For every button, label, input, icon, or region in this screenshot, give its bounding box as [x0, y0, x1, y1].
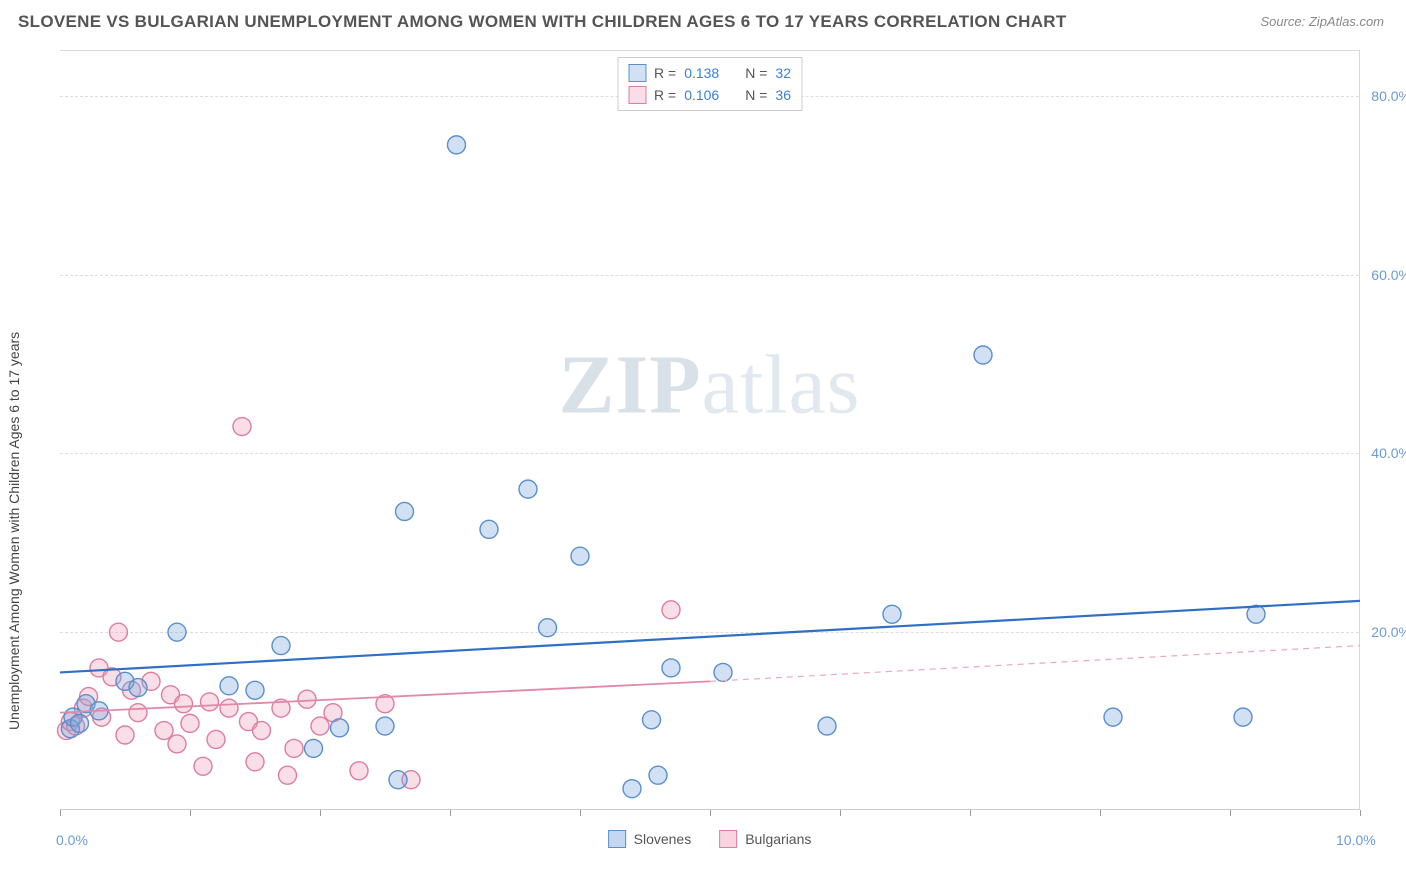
data-point: [279, 766, 297, 784]
data-point: [129, 679, 147, 697]
legend-series: Slovenes Bulgarians: [608, 830, 812, 848]
data-point: [71, 714, 89, 732]
legend-label: Bulgarians: [745, 831, 811, 847]
data-point: [662, 659, 680, 677]
x-tick: [970, 810, 971, 816]
legend-swatch: [719, 830, 737, 848]
n-label: N =: [745, 65, 767, 81]
legend-item: Slovenes: [608, 830, 692, 848]
legend-stats-row-1: R = 0.138 N = 32: [628, 62, 791, 84]
data-point: [480, 520, 498, 538]
data-point: [662, 601, 680, 619]
data-point: [201, 693, 219, 711]
x-tick: [580, 810, 581, 816]
data-point: [376, 717, 394, 735]
x-tick: [190, 810, 191, 816]
scatter-svg: [60, 51, 1359, 810]
data-point: [649, 766, 667, 784]
data-point: [448, 136, 466, 154]
x-tick: [60, 810, 61, 816]
data-point: [974, 346, 992, 364]
data-point: [233, 418, 251, 436]
data-point: [194, 757, 212, 775]
legend-label: Slovenes: [634, 831, 692, 847]
x-tick-label-min: 0.0%: [56, 832, 88, 848]
legend-swatch: [608, 830, 626, 848]
r-label: R =: [654, 65, 676, 81]
y-axis-label: Unemployment Among Women with Children A…: [6, 332, 22, 730]
data-point: [298, 690, 316, 708]
n-value-slovenes: 32: [775, 65, 791, 81]
legend-swatch-slovenes: [628, 64, 646, 82]
data-point: [116, 726, 134, 744]
data-point: [181, 714, 199, 732]
legend-swatch-bulgarians: [628, 86, 646, 104]
legend-stats-row-2: R = 0.106 N = 36: [628, 84, 791, 106]
data-point: [571, 547, 589, 565]
data-point: [246, 753, 264, 771]
data-point: [220, 677, 238, 695]
data-point: [220, 699, 238, 717]
data-point: [519, 480, 537, 498]
data-point: [175, 695, 193, 713]
data-point: [883, 605, 901, 623]
data-point: [311, 717, 329, 735]
data-point: [1234, 708, 1252, 726]
data-point: [818, 717, 836, 735]
n-label: N =: [745, 87, 767, 103]
x-tick: [1100, 810, 1101, 816]
x-tick-label-max: 10.0%: [1336, 832, 1376, 848]
data-point: [168, 623, 186, 641]
y-tick-label: 40.0%: [1371, 445, 1406, 461]
data-point: [714, 663, 732, 681]
data-point: [155, 722, 173, 740]
trend-line: [60, 601, 1360, 673]
data-point: [110, 623, 128, 641]
data-point: [285, 739, 303, 757]
data-point: [1104, 708, 1122, 726]
data-point: [168, 735, 186, 753]
legend-stats: R = 0.138 N = 32 R = 0.106 N = 36: [617, 57, 802, 111]
trend-line: [710, 646, 1360, 682]
data-point: [539, 619, 557, 637]
data-point: [350, 762, 368, 780]
x-tick: [1360, 810, 1361, 816]
data-point: [305, 739, 323, 757]
x-tick: [320, 810, 321, 816]
legend-item: Bulgarians: [719, 830, 811, 848]
n-value-bulgarians: 36: [775, 87, 791, 103]
r-value-bulgarians: 0.106: [684, 87, 719, 103]
chart-title: SLOVENE VS BULGARIAN UNEMPLOYMENT AMONG …: [18, 12, 1067, 32]
y-tick-label: 60.0%: [1371, 267, 1406, 283]
data-point: [623, 780, 641, 798]
data-point: [389, 771, 407, 789]
data-point: [246, 681, 264, 699]
data-point: [331, 719, 349, 737]
y-tick-label: 80.0%: [1371, 88, 1406, 104]
x-tick: [1230, 810, 1231, 816]
data-point: [253, 722, 271, 740]
y-tick-label: 20.0%: [1371, 624, 1406, 640]
x-tick: [840, 810, 841, 816]
x-tick: [450, 810, 451, 816]
data-point: [129, 704, 147, 722]
data-point: [643, 711, 661, 729]
x-tick: [710, 810, 711, 816]
data-point: [272, 637, 290, 655]
data-point: [207, 730, 225, 748]
source-attribution: Source: ZipAtlas.com: [1260, 14, 1384, 29]
r-label: R =: [654, 87, 676, 103]
data-point: [396, 502, 414, 520]
plot-area: ZIPatlas 20.0%40.0%60.0%80.0% R = 0.138 …: [60, 50, 1360, 810]
r-value-slovenes: 0.138: [684, 65, 719, 81]
